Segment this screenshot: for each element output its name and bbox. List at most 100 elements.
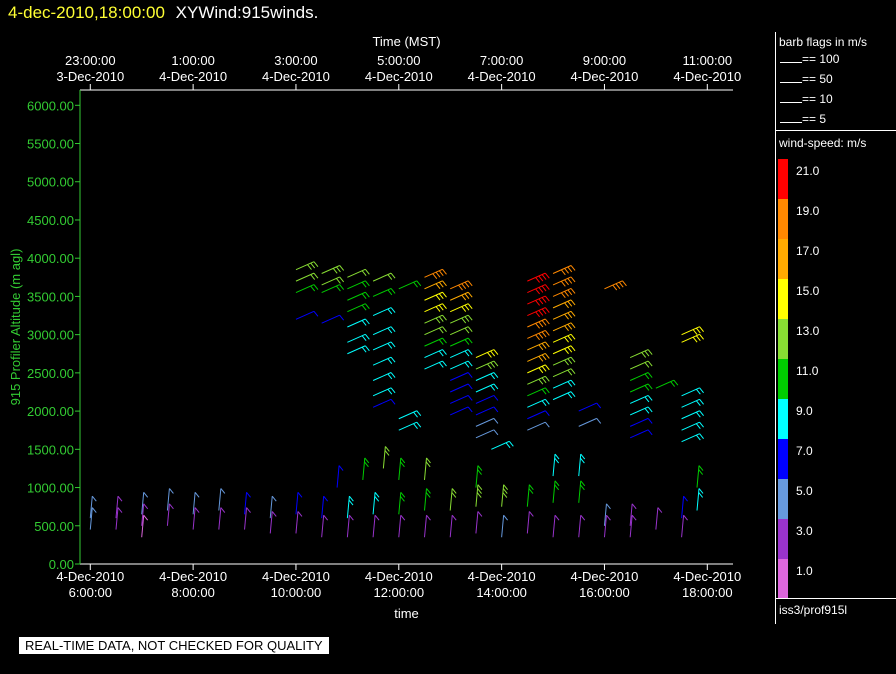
barb-feather xyxy=(698,469,704,475)
barb-shaft xyxy=(372,272,392,282)
wind-barb xyxy=(218,488,226,511)
barb-shaft xyxy=(527,387,546,397)
colorbar-label: 15.0 xyxy=(796,284,820,298)
barb-feather xyxy=(567,312,573,319)
barb-shaft xyxy=(89,496,93,519)
barb-feather xyxy=(615,283,621,289)
wind-barb xyxy=(475,417,499,427)
wind-barb xyxy=(295,284,319,294)
barb-feather xyxy=(490,373,496,380)
x2-tick-label: 4-Dec-2010 xyxy=(570,69,638,84)
wind-barb xyxy=(423,514,431,538)
barb-shaft xyxy=(346,515,350,538)
wind-barb xyxy=(398,280,422,290)
barb-feather xyxy=(435,271,441,278)
barb-feather xyxy=(554,457,560,464)
barb-feather xyxy=(502,492,508,498)
barb-feather xyxy=(695,423,701,429)
barb-feather xyxy=(461,283,467,289)
barb-feather xyxy=(695,335,701,342)
barb-feather xyxy=(541,274,547,280)
barb-feather xyxy=(477,469,482,475)
colorbar-swatch xyxy=(778,359,788,399)
barb-shaft xyxy=(681,496,685,519)
wind-barb xyxy=(578,417,602,427)
x2-tick-label: 7:00:00 xyxy=(480,53,523,68)
barb-feather xyxy=(490,350,496,357)
barb-shaft xyxy=(552,265,572,274)
barb-shaft xyxy=(115,496,119,519)
barb-feather xyxy=(544,398,550,405)
barb-feather xyxy=(564,290,569,297)
wind-barb xyxy=(372,272,396,282)
barb-feather xyxy=(467,326,473,332)
colorbar-swatch xyxy=(778,479,788,519)
wind-barb xyxy=(491,440,514,450)
wind-barb xyxy=(424,360,447,370)
wind-barb xyxy=(450,372,473,381)
wind-barb xyxy=(629,429,653,439)
barb-shaft xyxy=(681,387,700,397)
barb-shaft xyxy=(501,484,505,507)
barb-shaft xyxy=(552,310,572,320)
barb-feather xyxy=(564,313,569,320)
barb-shaft xyxy=(475,417,495,427)
barb-feather xyxy=(528,511,534,517)
colorbar-label: 11.0 xyxy=(796,364,819,378)
barb-shaft xyxy=(372,398,392,408)
wind-barb xyxy=(347,318,370,328)
barb-feather xyxy=(560,280,566,287)
barb-feather xyxy=(538,287,544,293)
barb-feather xyxy=(400,491,406,498)
wind-barb xyxy=(629,360,653,370)
barb-shaft xyxy=(372,287,392,297)
wind-barb xyxy=(398,514,406,538)
barb-feather xyxy=(336,266,341,273)
wind-barb xyxy=(295,491,303,515)
wind-barb xyxy=(347,333,370,343)
barb-feather xyxy=(169,503,174,510)
barb-shaft xyxy=(527,330,546,339)
y-tick-label: 1000.00 xyxy=(27,481,74,496)
x-tick-label: 4-Dec-2010 xyxy=(673,569,741,584)
barb-feather xyxy=(644,373,650,380)
wind-barb xyxy=(89,507,97,530)
wind-barb xyxy=(552,287,576,299)
barb-feather xyxy=(612,284,618,291)
barb-feather xyxy=(538,275,544,282)
barb-feather xyxy=(364,461,369,468)
barb-shaft xyxy=(552,322,572,332)
title-datetime: 4-dec-2010,18:00:00 xyxy=(8,3,165,22)
barb-feather xyxy=(390,272,396,279)
barb-flag-100: == 100 xyxy=(780,52,839,66)
barb-feather xyxy=(332,268,338,274)
barb-feather xyxy=(493,349,499,355)
wind-barb xyxy=(604,280,627,291)
barb-feather xyxy=(364,268,370,275)
wind-barb xyxy=(244,491,251,515)
barb-shaft xyxy=(218,507,222,530)
barb-feather xyxy=(541,377,547,384)
barb-feather xyxy=(432,273,438,279)
barb-shaft xyxy=(424,303,443,313)
barb-feather xyxy=(695,388,701,395)
wind-barb xyxy=(629,514,637,538)
wind-barb xyxy=(424,268,447,279)
barb-feather xyxy=(493,372,499,378)
wind-barb xyxy=(346,495,354,519)
y-tick-label: 4000.00 xyxy=(27,251,74,266)
barb-shaft xyxy=(424,314,443,324)
wind-barb xyxy=(450,383,473,393)
wind-barb xyxy=(526,484,534,507)
barb-feather xyxy=(364,457,370,464)
barb-feather xyxy=(361,320,367,326)
barb-shaft xyxy=(629,383,649,393)
barb-feather xyxy=(323,495,329,502)
barb-feather xyxy=(416,280,422,287)
barb-flag-icon xyxy=(780,95,802,105)
wind-barb xyxy=(475,484,483,507)
wind-barb xyxy=(475,406,499,416)
barb-shaft xyxy=(295,284,315,294)
barb-feather xyxy=(438,281,444,288)
barb-shaft xyxy=(347,318,366,328)
